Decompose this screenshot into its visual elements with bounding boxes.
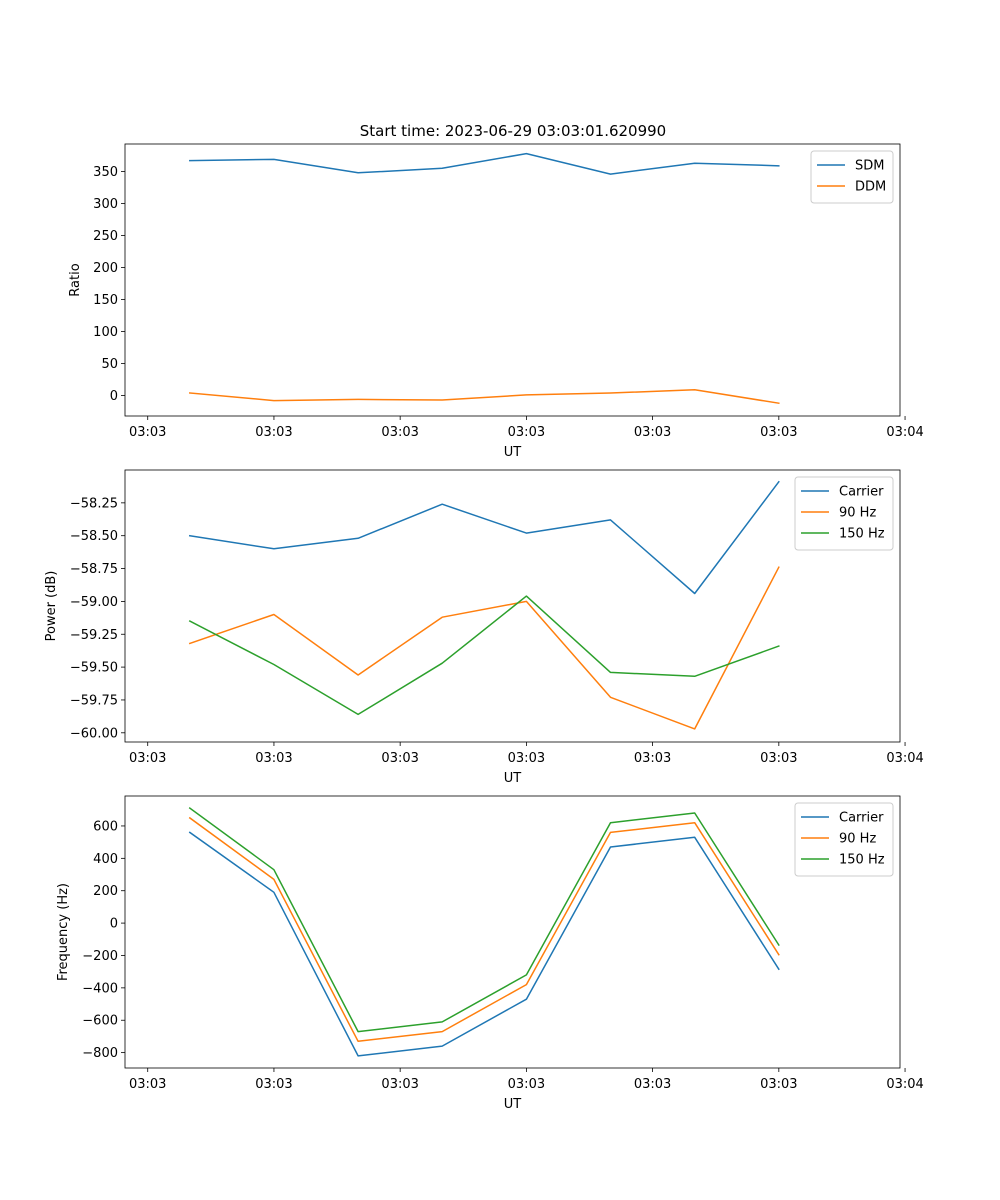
series-line-carrier	[188, 831, 780, 1057]
axes-frame	[124, 469, 901, 743]
y-tick-label: −58.75	[70, 562, 118, 577]
series-line-150-hz	[188, 807, 780, 1033]
series-line-carrier	[188, 480, 780, 595]
x-tick-label: 03:03	[508, 1077, 545, 1092]
x-tick-label: 03:03	[634, 425, 671, 440]
legend-label: 150 Hz	[839, 527, 885, 542]
x-tick-label: 03:03	[760, 751, 797, 766]
x-tick-label: 03:03	[129, 1077, 166, 1092]
x-axis-label: UT	[504, 445, 522, 460]
y-axis-label: Power (dB)	[44, 571, 59, 642]
legend-label: 90 Hz	[839, 506, 876, 521]
y-tick-label: −400	[82, 981, 118, 996]
legend-label: 90 Hz	[839, 832, 876, 847]
legend-label: DDM	[855, 180, 886, 195]
y-tick-label: 100	[93, 325, 118, 340]
legend: Carrier 90 Hz 150 Hz	[794, 476, 894, 551]
x-tick-label: 03:03	[255, 751, 292, 766]
series-line-150-hz	[188, 595, 780, 716]
x-tick-label: 03:03	[129, 425, 166, 440]
y-tick-label: 0	[110, 389, 118, 404]
series-line-90-hz	[188, 566, 780, 730]
x-tick-label: 03:03	[508, 751, 545, 766]
y-tick-label: −59.00	[70, 595, 118, 610]
legend-label: 150 Hz	[839, 853, 885, 868]
legend-box	[794, 802, 894, 877]
legend: SDM DDM	[810, 150, 894, 204]
axes-frame	[124, 143, 901, 417]
y-tick-label: 200	[93, 884, 118, 899]
legend-box	[794, 476, 894, 551]
x-tick-label: 03:03	[381, 1077, 418, 1092]
y-tick-label: −59.75	[70, 693, 118, 708]
y-tick-label: −200	[82, 949, 118, 964]
figure-title: Start time: 2023-06-29 03:03:01.620990	[360, 122, 666, 140]
power-panel: 03:03 03:03 03:03 03:03 03:03 03:03 03:04 −60.0…	[44, 469, 924, 786]
x-tick-label: 03:03	[381, 425, 418, 440]
x-tick-label: 03:03	[760, 1077, 797, 1092]
y-tick-label: −600	[82, 1014, 118, 1029]
y-tick-label: 400	[93, 852, 118, 867]
y-tick-label: 250	[93, 229, 118, 244]
ratio-panel: 03:03 03:03 03:03 03:03 03:03 03:03 03:04 0 50 10…	[68, 143, 924, 460]
y-axis-label: Frequency (Hz)	[56, 883, 71, 981]
y-tick-label: −59.25	[70, 628, 118, 643]
x-tick-label: 03:03	[255, 425, 292, 440]
legend-label: Carrier	[839, 811, 884, 826]
legend: Carrier 90 Hz 150 Hz	[794, 802, 894, 877]
legend-box	[810, 150, 894, 204]
y-tick-label: 200	[93, 261, 118, 276]
x-tick-label: 03:03	[634, 751, 671, 766]
x-tick-label: 03:04	[886, 751, 923, 766]
x-tick-label: 03:03	[381, 751, 418, 766]
y-tick-label: 0	[110, 917, 118, 932]
y-tick-label: −58.25	[70, 496, 118, 511]
x-tick-label: 03:03	[129, 751, 166, 766]
x-axis-label: UT	[504, 771, 522, 786]
x-axis-label: UT	[504, 1097, 522, 1112]
x-tick-label: 03:04	[886, 425, 923, 440]
axes-frame	[124, 795, 901, 1069]
x-tick-label: 03:03	[508, 425, 545, 440]
frequency-panel: 03:03 03:03 03:03 03:03 03:03 03:03 03:04 −800 −…	[56, 795, 924, 1112]
x-tick-label: 03:03	[255, 1077, 292, 1092]
series-line-sdm	[189, 152, 780, 175]
y-tick-label: 350	[93, 165, 118, 180]
y-tick-label: −59.50	[70, 661, 118, 676]
y-tick-label: 600	[93, 819, 118, 834]
y-tick-label: 150	[93, 293, 118, 308]
x-tick-label: 03:03	[760, 425, 797, 440]
y-tick-label: 50	[101, 357, 118, 372]
series-line-ddm	[188, 389, 780, 405]
y-axis-label: Ratio	[68, 263, 83, 296]
legend-label: SDM	[855, 159, 884, 174]
x-tick-label: 03:04	[886, 1077, 923, 1092]
y-tick-label: 300	[93, 197, 118, 212]
y-tick-label: −60.00	[70, 726, 118, 741]
legend-label: Carrier	[839, 485, 884, 500]
x-tick-label: 03:03	[634, 1077, 671, 1092]
series-line-90-hz	[188, 816, 780, 1043]
y-tick-label: −800	[82, 1046, 118, 1061]
y-tick-label: −58.50	[70, 529, 118, 544]
